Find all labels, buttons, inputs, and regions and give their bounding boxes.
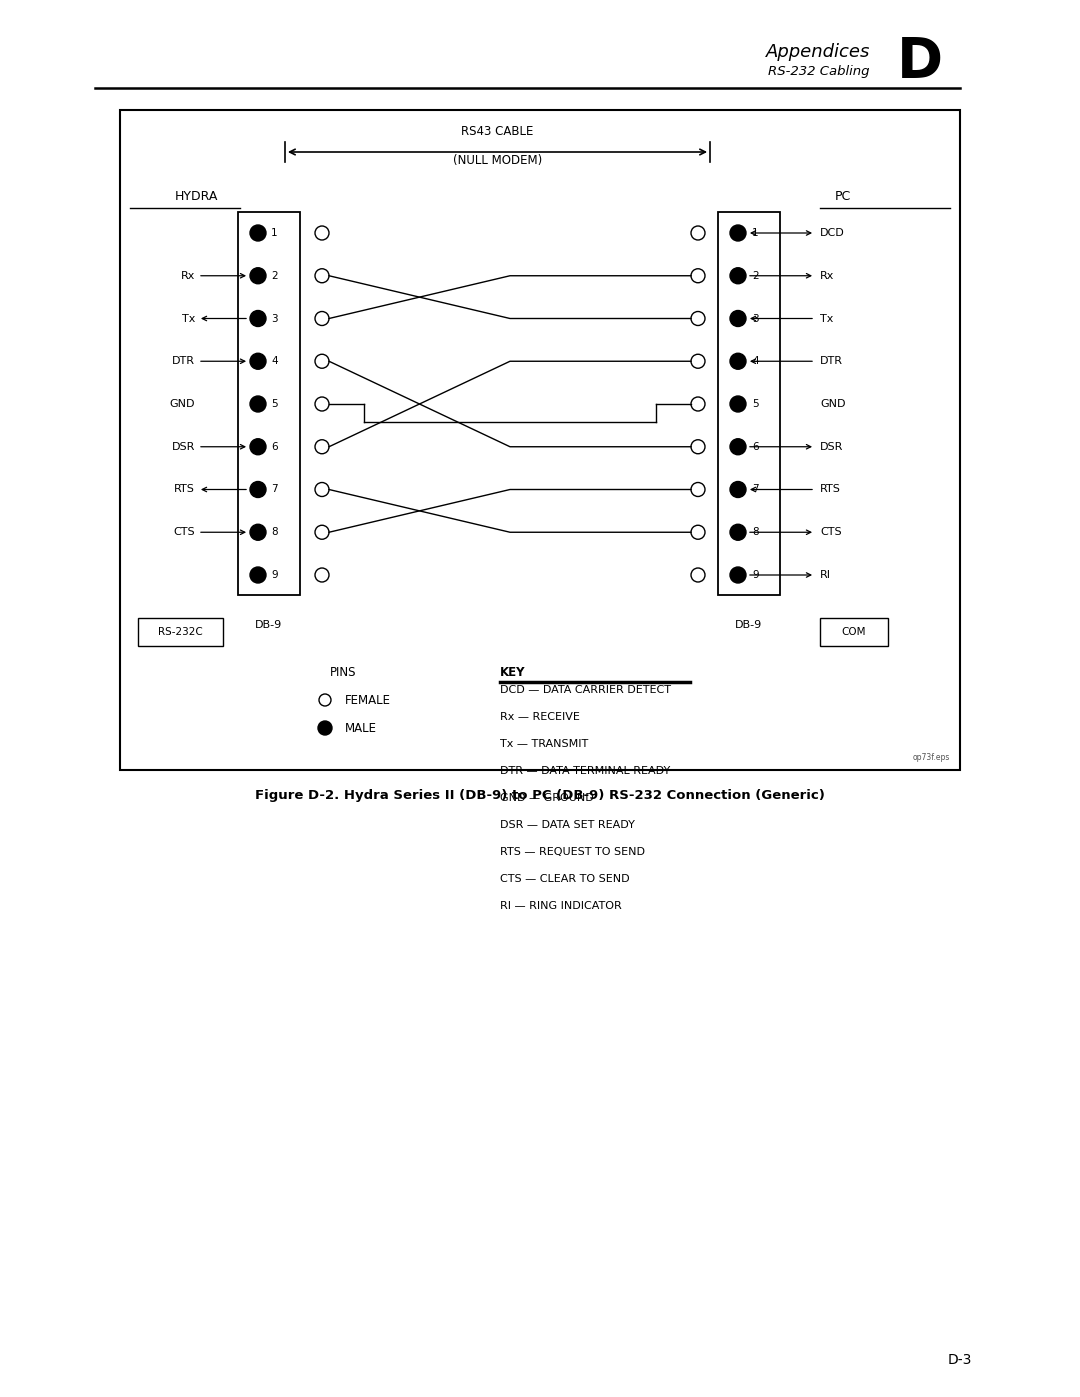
Text: DB-9: DB-9 xyxy=(735,620,762,630)
Text: FEMALE: FEMALE xyxy=(345,693,391,707)
Bar xyxy=(120,110,960,770)
Text: 8: 8 xyxy=(752,527,758,538)
Circle shape xyxy=(730,225,746,242)
Text: 6: 6 xyxy=(271,441,278,451)
Text: DSR: DSR xyxy=(820,441,843,451)
Text: 3: 3 xyxy=(271,313,278,324)
Text: DB-9: DB-9 xyxy=(255,620,283,630)
Bar xyxy=(238,212,300,595)
Circle shape xyxy=(730,524,746,541)
Text: Rx: Rx xyxy=(180,271,195,281)
Text: DSR: DSR xyxy=(172,441,195,451)
Circle shape xyxy=(249,268,266,284)
Text: 9: 9 xyxy=(271,570,278,580)
Text: (NULL MODEM): (NULL MODEM) xyxy=(453,154,542,168)
Bar xyxy=(718,212,780,595)
Text: RI: RI xyxy=(820,570,831,580)
Circle shape xyxy=(249,524,266,541)
Text: 9: 9 xyxy=(752,570,758,580)
Text: Tx — TRANSMIT: Tx — TRANSMIT xyxy=(500,739,589,749)
Circle shape xyxy=(249,310,266,327)
Circle shape xyxy=(730,268,746,284)
Text: PC: PC xyxy=(835,190,851,203)
Text: HYDRA: HYDRA xyxy=(175,190,218,203)
Text: Appendices: Appendices xyxy=(766,43,870,61)
Circle shape xyxy=(730,395,746,412)
Text: 4: 4 xyxy=(271,356,278,366)
Circle shape xyxy=(249,225,266,242)
Text: CTS: CTS xyxy=(820,527,841,538)
Text: CTS — CLEAR TO SEND: CTS — CLEAR TO SEND xyxy=(500,875,630,884)
Text: 1: 1 xyxy=(752,228,758,237)
Circle shape xyxy=(730,482,746,497)
Text: COM: COM xyxy=(841,627,866,637)
Text: DCD — DATA CARRIER DETECT: DCD — DATA CARRIER DETECT xyxy=(500,685,671,694)
Circle shape xyxy=(249,482,266,497)
Text: Rx: Rx xyxy=(820,271,835,281)
Text: op73f.eps: op73f.eps xyxy=(913,753,950,763)
Text: RS-232 Cabling: RS-232 Cabling xyxy=(769,66,870,78)
Text: RS43 CABLE: RS43 CABLE xyxy=(461,124,534,138)
Circle shape xyxy=(249,395,266,412)
Text: DSR — DATA SET READY: DSR — DATA SET READY xyxy=(500,820,635,830)
Text: RS-232C: RS-232C xyxy=(158,627,203,637)
Text: Rx — RECEIVE: Rx — RECEIVE xyxy=(500,712,580,722)
Bar xyxy=(820,617,888,645)
Text: 5: 5 xyxy=(752,400,758,409)
Text: D: D xyxy=(896,35,943,89)
Text: 7: 7 xyxy=(752,485,758,495)
Text: 5: 5 xyxy=(271,400,278,409)
Text: MALE: MALE xyxy=(345,721,377,735)
Text: PINS: PINS xyxy=(330,665,356,679)
Text: GND — GROUND: GND — GROUND xyxy=(500,793,594,803)
Text: CTS: CTS xyxy=(174,527,195,538)
Text: 1: 1 xyxy=(271,228,278,237)
Text: DTR: DTR xyxy=(172,356,195,366)
Text: Figure D-2. Hydra Series II (DB-9) to PC (DB-9) RS-232 Connection (Generic): Figure D-2. Hydra Series II (DB-9) to PC… xyxy=(255,788,825,802)
Circle shape xyxy=(249,353,266,369)
Text: 2: 2 xyxy=(752,271,758,281)
Text: 4: 4 xyxy=(752,356,758,366)
Text: 7: 7 xyxy=(271,485,278,495)
Circle shape xyxy=(730,567,746,583)
Text: 2: 2 xyxy=(271,271,278,281)
Text: DCD: DCD xyxy=(820,228,845,237)
Text: DTR: DTR xyxy=(820,356,843,366)
Text: 6: 6 xyxy=(752,441,758,451)
Text: GND: GND xyxy=(170,400,195,409)
Circle shape xyxy=(730,353,746,369)
Text: RTS: RTS xyxy=(820,485,841,495)
Circle shape xyxy=(730,310,746,327)
Circle shape xyxy=(249,567,266,583)
Text: RI — RING INDICATOR: RI — RING INDICATOR xyxy=(500,901,622,911)
Text: D-3: D-3 xyxy=(948,1354,972,1368)
Circle shape xyxy=(318,721,332,735)
Bar xyxy=(138,617,222,645)
Text: 3: 3 xyxy=(752,313,758,324)
Text: RTS — REQUEST TO SEND: RTS — REQUEST TO SEND xyxy=(500,847,645,856)
Circle shape xyxy=(249,439,266,455)
Text: DTR — DATA TERMINAL READY: DTR — DATA TERMINAL READY xyxy=(500,766,671,775)
Text: KEY: KEY xyxy=(500,665,526,679)
Text: 8: 8 xyxy=(271,527,278,538)
Circle shape xyxy=(730,439,746,455)
Text: RTS: RTS xyxy=(174,485,195,495)
Text: Tx: Tx xyxy=(181,313,195,324)
Text: GND: GND xyxy=(820,400,846,409)
Text: Tx: Tx xyxy=(820,313,834,324)
